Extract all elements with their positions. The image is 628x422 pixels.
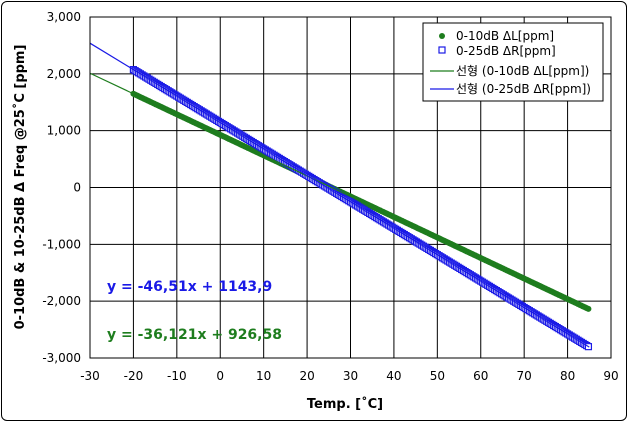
y-tick-label: 0 — [73, 181, 81, 195]
series-layer — [89, 42, 593, 351]
y-tick-label: 1,000 — [47, 124, 81, 138]
y-tick-labels: 3,000 2,000 1,000 0 -1,000 -2,000 -3,000 — [42, 10, 81, 365]
legend-label-series-1: 0-10dB ΔL[ppm] — [456, 29, 554, 43]
x-tick-label: 30 — [343, 369, 358, 383]
y-axis-title: 0-10dB & 10-25dB Δ Freq @25˚C [ppm] — [12, 45, 28, 330]
equation-label-series-1: y = -36,121x + 926,58 — [107, 327, 282, 343]
x-tick-label: 90 — [603, 369, 618, 383]
legend-label-series-2: 0-25dB ΔR[ppm] — [456, 44, 556, 58]
x-tick-label: 10 — [256, 369, 271, 383]
x-tick-label: 80 — [560, 369, 575, 383]
y-tick-label: -3,000 — [42, 351, 81, 365]
x-tick-label: 40 — [386, 369, 401, 383]
x-tick-label: -10 — [167, 369, 187, 383]
series-3 — [89, 72, 590, 310]
x-tick-label: 70 — [517, 369, 532, 383]
plot-border — [89, 16, 612, 359]
x-tick-label: 50 — [430, 369, 445, 383]
equation-label-series-2: y = -46,51x + 1143,9 — [107, 279, 272, 295]
x-tick-label: -20 — [124, 369, 144, 383]
legend-marker-series-1 — [439, 33, 445, 39]
x-tick-labels: -30 -20 -10 0 10 20 30 40 50 60 70 80 90 — [80, 369, 618, 383]
y-tick-label: -1,000 — [42, 237, 81, 251]
x-tick-label: 20 — [299, 369, 314, 383]
y-tick-label: 2,000 — [47, 67, 81, 81]
y-tick-label: -2,000 — [42, 294, 81, 308]
trendline — [89, 72, 590, 310]
series-4 — [89, 42, 590, 348]
y-tick-label: 3,000 — [47, 10, 81, 24]
x-axis-title: Temp. [˚C] — [307, 396, 383, 412]
x-tick-label: 0 — [216, 369, 224, 383]
legend-marker-series-2 — [438, 46, 446, 54]
trendline — [89, 42, 590, 348]
legend: 0-10dB ΔL[ppm] 0-25dB ΔR[ppm] 선형 (0-10dB… — [422, 22, 604, 102]
legend-label-trend-1: 선형 (0-10dB ΔL[ppm]) — [456, 64, 589, 78]
legend-box — [422, 22, 604, 102]
x-tick-label: 60 — [473, 369, 488, 383]
x-tick-label: -30 — [80, 369, 100, 383]
legend-label-trend-2: 선형 (0-25dB ΔR[ppm]) — [456, 82, 591, 96]
